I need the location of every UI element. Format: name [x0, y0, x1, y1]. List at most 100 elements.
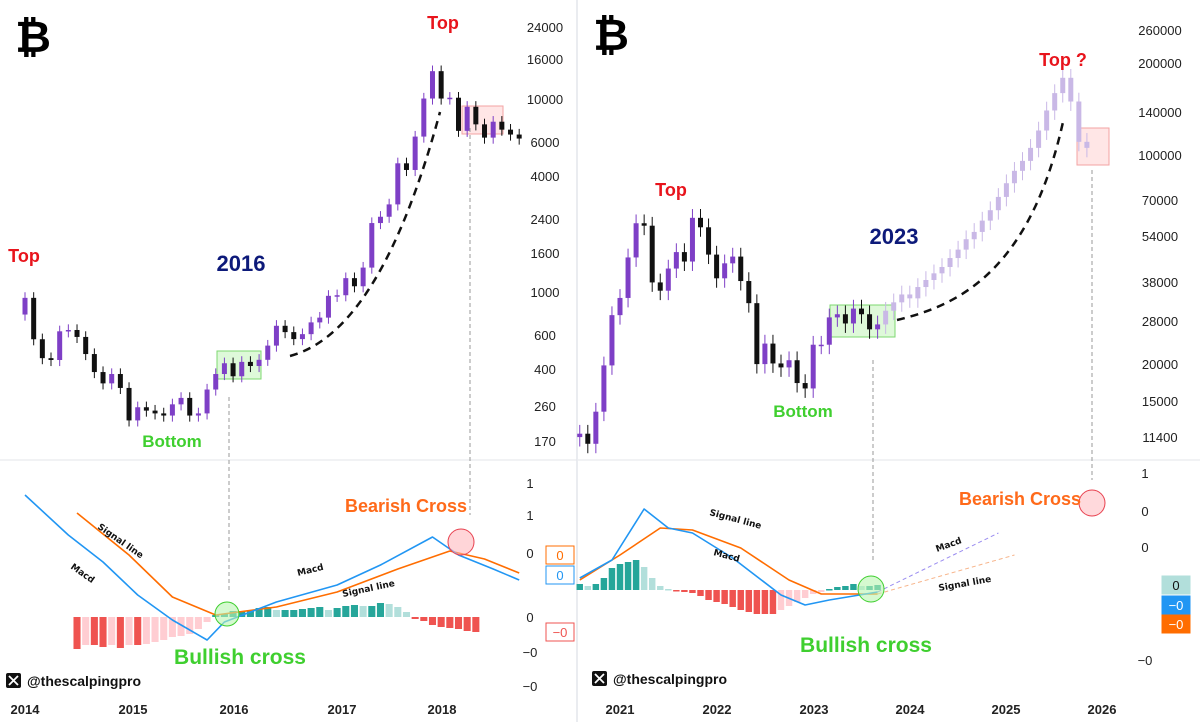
candle — [665, 268, 671, 291]
candle — [516, 134, 522, 139]
histogram-bar — [769, 590, 777, 614]
histogram-bar — [333, 608, 341, 617]
candle — [601, 365, 607, 412]
histogram-bar — [90, 617, 98, 645]
histogram-bar — [298, 609, 306, 617]
signal-line — [76, 512, 520, 616]
price-tick-label: 1000 — [531, 285, 560, 300]
candle — [633, 223, 639, 258]
histogram-bar — [713, 590, 720, 602]
watermark-text: @thescalpingpro — [27, 673, 141, 689]
histogram-bar — [576, 584, 583, 590]
projected-candle — [987, 210, 993, 221]
macd-histogram — [73, 560, 881, 649]
projected-candle — [995, 196, 1001, 211]
time-tick-label: 2023 — [800, 702, 829, 717]
signal-value-tag: 0 — [556, 548, 563, 563]
histogram-bar — [168, 617, 176, 637]
projected-candle — [1020, 160, 1025, 171]
bullish-cross-marker — [214, 601, 240, 627]
histogram-bar — [632, 560, 640, 590]
histogram-bar — [411, 617, 419, 619]
histogram-bar — [142, 617, 150, 644]
candle — [325, 295, 331, 318]
price-tick-label: 11400 — [1142, 430, 1177, 445]
candle — [74, 329, 80, 337]
projected-candle — [1011, 170, 1017, 184]
histogram-bar — [793, 590, 801, 602]
price-tick-label: 260 — [534, 399, 556, 414]
histogram-bar — [151, 617, 159, 642]
candle — [649, 225, 655, 283]
macd-value-tag: 0 — [556, 568, 563, 583]
candle — [778, 363, 784, 368]
histogram-bar — [600, 578, 608, 590]
candle — [39, 339, 45, 359]
candle — [377, 216, 383, 224]
candle — [826, 317, 832, 345]
candle — [447, 97, 453, 100]
candle — [859, 308, 864, 315]
candle — [169, 404, 175, 416]
price-tick-label: 170 — [534, 434, 556, 449]
candle — [738, 256, 744, 282]
projected-candle — [979, 220, 985, 232]
histogram-bar — [809, 590, 817, 594]
time-tick-label: 2021 — [606, 702, 635, 717]
x-logo-glyph — [8, 675, 19, 686]
candle — [508, 129, 514, 135]
candle — [386, 204, 392, 217]
projected-candle — [899, 294, 905, 303]
candle — [625, 257, 631, 298]
candle — [834, 314, 840, 318]
price-tick-label: 100000 — [1138, 148, 1181, 163]
svg-text:₿: ₿ — [593, 10, 629, 61]
macd-line-label: Macd — [712, 548, 740, 565]
candle — [230, 363, 236, 377]
candle — [109, 374, 115, 384]
projected-candle — [1003, 183, 1009, 197]
candle — [585, 433, 591, 444]
histogram-bar — [281, 610, 289, 617]
price-tick-label: 140000 — [1138, 105, 1181, 120]
histogram-bar — [350, 605, 358, 617]
histogram-bar — [272, 610, 280, 617]
signal-line-label: Signal line — [95, 522, 144, 561]
projected-candle — [1044, 110, 1050, 131]
candles — [22, 65, 1090, 454]
histogram-bar — [745, 590, 753, 612]
time-tick-label: 2026 — [1088, 702, 1117, 717]
histogram-bar — [826, 589, 833, 591]
candle — [48, 358, 54, 360]
histogram-bar — [454, 617, 463, 629]
candle — [282, 325, 288, 333]
projected-candle — [1028, 147, 1034, 161]
projected-candle — [931, 273, 937, 281]
projected-candle — [1060, 77, 1066, 94]
projected-candle — [883, 310, 889, 325]
histogram-value-tag-box — [545, 622, 575, 642]
signal-value-tag-box — [545, 545, 575, 565]
projected-candle — [1084, 141, 1090, 148]
candle — [256, 359, 262, 367]
candle — [351, 278, 357, 287]
histogram-bar — [246, 610, 254, 617]
candle — [617, 297, 623, 316]
projected-candle — [1052, 93, 1058, 111]
histogram-bar — [134, 617, 142, 645]
candle — [143, 407, 149, 411]
macd-tick-label: 1 — [526, 508, 533, 523]
candle — [794, 360, 800, 384]
histogram-bar — [818, 590, 825, 592]
candle — [161, 413, 167, 416]
histogram-bar — [850, 584, 857, 590]
projected-signal-line — [877, 554, 1015, 595]
candle — [334, 295, 340, 297]
histogram-bar — [681, 590, 688, 592]
histogram-bar — [801, 590, 809, 598]
histogram-bar — [834, 587, 841, 590]
candle — [681, 252, 687, 262]
macd-tick-label: −0 — [523, 679, 538, 694]
price-tick-label: 20000 — [1142, 357, 1178, 372]
